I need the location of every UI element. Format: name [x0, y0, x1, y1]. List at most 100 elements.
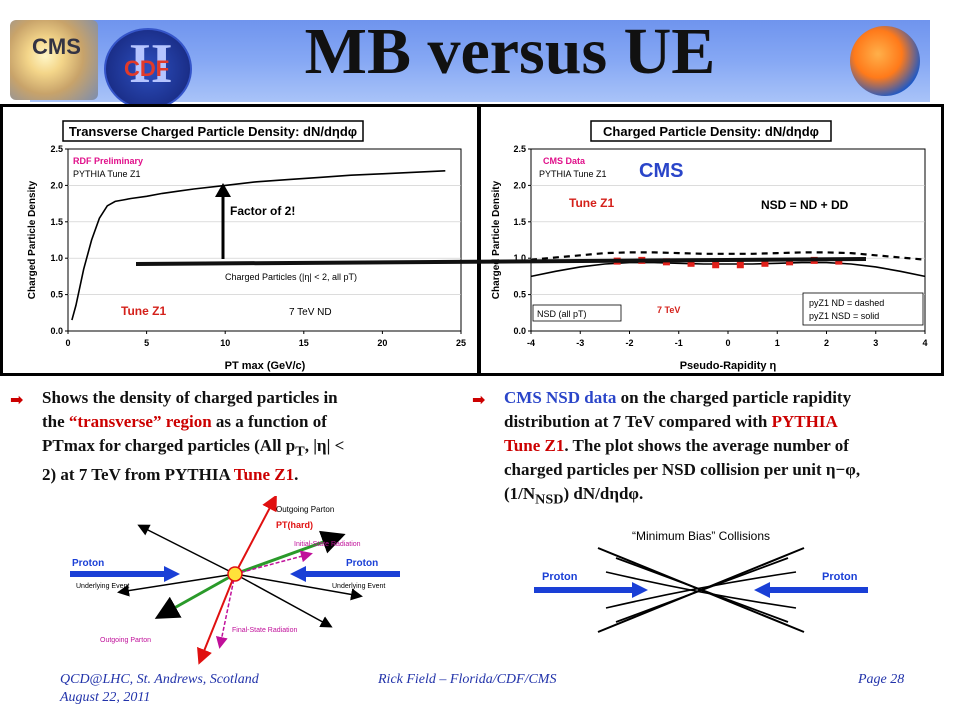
right-ytick-label: 2.5	[513, 144, 526, 154]
nsd-equation: NSD = ND + DD	[761, 198, 849, 212]
factor-arrow-head	[215, 183, 231, 197]
left-series-line	[71, 170, 446, 321]
left-xtick-label: 10	[220, 338, 230, 348]
outgoing-parton-bottom	[197, 573, 236, 665]
cms-data-point	[662, 258, 670, 266]
left-bullet-l3b: , |η| <	[304, 436, 345, 455]
left-bullet-line-4: 2) at 7 TeV from PYTHIA Tune Z1.	[42, 463, 344, 487]
right-bullet-l3a: Tune Z1	[504, 436, 565, 455]
min-bias-title: “Minimum Bias” Collisions	[632, 529, 770, 543]
cms-data-point	[712, 261, 720, 269]
footer-venue: QCD@LHC, St. Andrews, Scotland	[60, 672, 259, 687]
right-xtick-label: -4	[527, 338, 535, 348]
left-bullet-line-2: the “transverse” region as a function of	[42, 410, 344, 434]
left-bullet-l3sub: T	[295, 443, 305, 460]
ue-track-3	[154, 572, 236, 619]
right-y-axis-label: Charged Particle Density	[491, 180, 502, 299]
footer-author: Rick Field – Florida/CDF/CMS	[378, 672, 557, 687]
right-bullet-line-4: charged particles per NSD collision per …	[504, 460, 861, 479]
cms-data-point	[810, 256, 818, 264]
left-plot-area	[67, 148, 462, 332]
fsr-track	[215, 573, 236, 649]
isr-label: Initial-State Radiation	[294, 541, 361, 548]
fsr-label: Final-State Radiation	[232, 627, 297, 634]
right-ytick-label: 0.5	[513, 290, 526, 300]
ue-track-1	[137, 524, 236, 575]
cms-logo-text: CMS	[32, 34, 81, 59]
left-x-axis-label: PT max (GeV/c)	[225, 360, 306, 372]
mb-track-4	[615, 557, 789, 623]
right-xtick-label: 4	[922, 338, 927, 348]
right-chart-title-box	[590, 120, 832, 142]
ue-track-6	[234, 573, 363, 601]
right-bullet-line-1: CMS NSD data on the charged particle rap…	[504, 386, 860, 410]
right-xtick-label: 3	[873, 338, 878, 348]
florida-logo	[850, 26, 920, 96]
right-legend-cms: CMS Data	[543, 156, 586, 166]
left-bullet-l4b: Tune Z1	[233, 465, 295, 485]
cdf-logo-text: CDF	[124, 56, 170, 81]
right-xtick-label: 0	[725, 338, 730, 348]
left-ytick-label: 1.5	[50, 217, 63, 227]
left-bullet-l3a: PTmax for charged particles (All p	[42, 436, 296, 455]
legend-nsd-solid: pyZ1 NSD = solid	[809, 311, 879, 321]
cms-logo: CMS	[10, 20, 98, 100]
cms-data-point	[638, 256, 646, 264]
ue-right-label: Underlying Event	[332, 583, 385, 590]
left-ytick-label: 0.0	[50, 326, 63, 336]
outgoing-parton-top-label: Outgoing Parton	[276, 505, 334, 514]
right-energy-label: 7 TeV	[657, 305, 680, 315]
mb-proton-left-label: Proton	[542, 571, 578, 583]
proton-arrow-left	[164, 566, 180, 582]
left-ytick-label: 0.5	[50, 290, 63, 300]
right-x-axis-label: Pseudo-Rapidity η	[680, 360, 777, 372]
left-bullet-l4c: .	[294, 465, 299, 485]
right-xtick-label: -1	[675, 338, 683, 348]
mb-track-6	[605, 571, 797, 609]
left-chart-title: Transverse Charged Particle Density: dN/…	[69, 124, 357, 139]
cms-data-point	[687, 259, 695, 267]
bullet-arrow-icon: ➡	[472, 390, 486, 409]
left-legend-pythia: PYTHIA Tune Z1	[73, 169, 141, 179]
right-bullet-text: CMS NSD data on the charged particle rap…	[504, 386, 860, 511]
left-xtick-label: 0	[65, 338, 70, 348]
left-bullet-line-1: Shows the density of charged particles i…	[42, 388, 338, 407]
ue-track-5	[117, 573, 236, 597]
cms-data-point	[761, 259, 769, 267]
min-bias-diagram: “Minimum Bias” Collisions Proton Proton	[534, 529, 868, 633]
factor-of-two-label: Factor of 2!	[230, 204, 295, 218]
right-tune-label: Tune Z1	[569, 196, 614, 210]
mb-proton-right-label: Proton	[822, 571, 858, 583]
cms-data-point	[786, 258, 794, 266]
right-xtick-label: 1	[775, 338, 780, 348]
left-bullet-line-3: PTmax for charged particles (All pT, |η|…	[42, 434, 344, 463]
right-xtick-label: -3	[576, 338, 584, 348]
hard-scattering-diagram: Proton Proton Outgoing Parton PT(hard) I…	[70, 496, 400, 665]
cms-data-point	[613, 257, 621, 265]
proton-arrow-right	[290, 566, 306, 582]
left-ytick-label: 1.0	[50, 253, 63, 263]
right-bullet-l5sub: NSD	[535, 491, 564, 508]
right-bullet-l1b: on the charged particle rapidity	[616, 388, 852, 407]
left-legend-rdf: RDF Preliminary	[73, 156, 143, 166]
left-chart: Transverse Charged Particle Density: dN/…	[27, 120, 466, 372]
isr-track	[234, 550, 313, 575]
left-ytick-label: 2.5	[50, 144, 63, 154]
right-bullet-l2a: distribution at 7 TeV compared with	[504, 412, 772, 431]
ue-track-2	[234, 573, 333, 628]
right-xtick-label: 2	[824, 338, 829, 348]
cms-data-point	[835, 257, 843, 265]
right-ytick-label: 1.5	[513, 217, 526, 227]
legend-nd-dashed: pyZ1 ND = dashed	[809, 298, 884, 308]
right-bullet-line-5: (1/NNSD) dN/dηdφ.	[504, 482, 860, 511]
left-bullet-l2b: “transverse” region	[68, 412, 212, 431]
left-xtick-label: 15	[299, 338, 309, 348]
slide-title: MB versus UE	[304, 15, 716, 88]
collision-point	[227, 566, 243, 582]
right-ytick-label: 0.0	[513, 326, 526, 336]
left-xtick-label: 20	[377, 338, 387, 348]
cms-overlay-label: CMS	[639, 160, 683, 182]
left-energy-label: 7 TeV ND	[289, 307, 332, 318]
pt-hard-label: PT(hard)	[276, 520, 313, 530]
left-bullet-l2c: as a function of	[211, 412, 327, 431]
